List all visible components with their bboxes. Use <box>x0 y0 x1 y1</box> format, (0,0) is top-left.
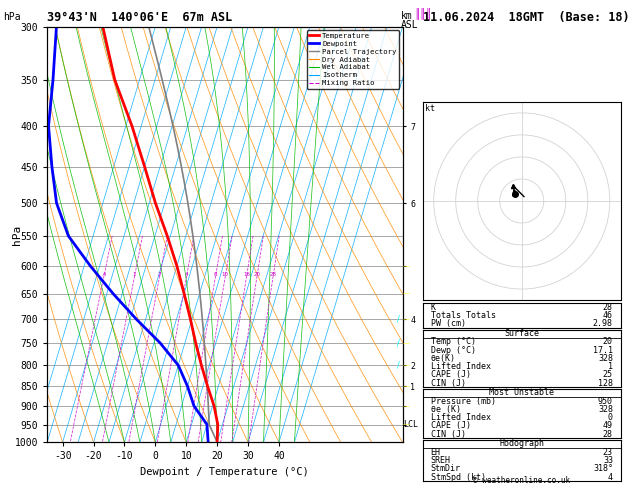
Text: Mixing Ratio (g/kg): Mixing Ratio (g/kg) <box>452 198 460 271</box>
Text: Most Unstable: Most Unstable <box>489 388 554 398</box>
Text: EH: EH <box>431 448 440 457</box>
Text: CAPE (J): CAPE (J) <box>431 421 470 431</box>
Text: —: — <box>403 263 410 269</box>
Text: /: / <box>398 361 400 370</box>
Text: /: / <box>398 338 400 347</box>
Text: 20: 20 <box>253 272 260 278</box>
Text: 17.1: 17.1 <box>593 346 613 355</box>
X-axis label: Dewpoint / Temperature (°C): Dewpoint / Temperature (°C) <box>140 467 309 477</box>
Text: Lifted Index: Lifted Index <box>431 362 491 371</box>
Text: 318°: 318° <box>593 464 613 473</box>
Text: 33: 33 <box>603 456 613 465</box>
Text: /: / <box>398 314 400 324</box>
Text: 11.06.2024  18GMT  (Base: 18): 11.06.2024 18GMT (Base: 18) <box>423 11 629 24</box>
Text: K: K <box>431 303 436 312</box>
Text: 8: 8 <box>214 272 217 278</box>
Text: Temp (°C): Temp (°C) <box>431 337 476 347</box>
Text: 1: 1 <box>608 362 613 371</box>
Text: 46: 46 <box>603 311 613 320</box>
Text: Pressure (mb): Pressure (mb) <box>431 397 496 406</box>
Text: ║║║: ║║║ <box>414 7 431 19</box>
Text: hPa: hPa <box>12 225 22 244</box>
Text: CIN (J): CIN (J) <box>431 379 465 388</box>
Text: 25: 25 <box>603 370 613 380</box>
Text: 28: 28 <box>603 303 613 312</box>
Text: Dewp (°C): Dewp (°C) <box>431 346 476 355</box>
Text: —: — <box>403 383 410 389</box>
Text: hPa: hPa <box>3 12 21 22</box>
Text: 28: 28 <box>603 430 613 439</box>
Text: 28: 28 <box>269 272 276 278</box>
Text: 4: 4 <box>185 272 188 278</box>
Text: Totals Totals: Totals Totals <box>431 311 496 320</box>
Text: 0: 0 <box>608 413 613 422</box>
Text: StmDir: StmDir <box>431 464 460 473</box>
Text: 49: 49 <box>603 421 613 431</box>
Text: 2: 2 <box>158 272 161 278</box>
Text: 2.98: 2.98 <box>593 319 613 329</box>
Text: StmSpd (kt): StmSpd (kt) <box>431 472 486 482</box>
Text: Lifted Index: Lifted Index <box>431 413 491 422</box>
Text: Hodograph: Hodograph <box>499 439 544 449</box>
Text: 23: 23 <box>603 448 613 457</box>
Text: CAPE (J): CAPE (J) <box>431 370 470 380</box>
Text: LCL: LCL <box>403 420 418 429</box>
Text: .4: .4 <box>101 272 106 278</box>
Text: 328: 328 <box>598 405 613 414</box>
Text: 20: 20 <box>603 337 613 347</box>
Text: © weatheronline.co.uk: © weatheronline.co.uk <box>473 476 571 485</box>
Text: —: — <box>403 340 410 346</box>
Text: PW (cm): PW (cm) <box>431 319 465 329</box>
Text: —: — <box>403 421 410 428</box>
Text: 950: 950 <box>598 397 613 406</box>
Text: —: — <box>403 291 410 296</box>
Text: 4: 4 <box>608 472 613 482</box>
Text: θe(K): θe(K) <box>431 354 455 363</box>
Text: km: km <box>401 11 413 21</box>
Text: —: — <box>403 316 410 322</box>
Text: 39°43'N  140°06'E  67m ASL: 39°43'N 140°06'E 67m ASL <box>47 11 233 24</box>
Text: kt: kt <box>425 104 435 113</box>
Text: 128: 128 <box>598 379 613 388</box>
Text: 328: 328 <box>598 354 613 363</box>
Text: ASL: ASL <box>401 20 419 31</box>
Text: SREH: SREH <box>431 456 450 465</box>
Text: 10: 10 <box>221 272 228 278</box>
Text: 16: 16 <box>243 272 250 278</box>
Text: —: — <box>403 403 410 409</box>
Text: θe (K): θe (K) <box>431 405 460 414</box>
Text: Surface: Surface <box>504 329 539 338</box>
Legend: Temperature, Dewpoint, Parcel Trajectory, Dry Adiabat, Wet Adiabat, Isotherm, Mi: Temperature, Dewpoint, Parcel Trajectory… <box>306 30 399 88</box>
Text: —: — <box>403 362 410 368</box>
Text: 1: 1 <box>133 272 136 278</box>
Text: CIN (J): CIN (J) <box>431 430 465 439</box>
